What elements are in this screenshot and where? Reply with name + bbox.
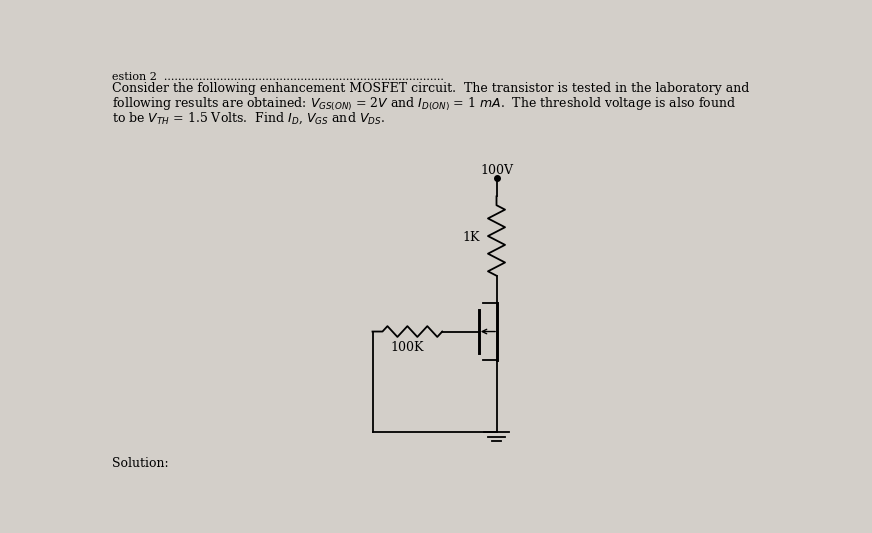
Text: Solution:: Solution: bbox=[112, 457, 168, 470]
Text: 1K: 1K bbox=[462, 231, 480, 244]
Text: to be $V_{TH}$ = 1.5 Volts.  Find $I_D$, $V_{GS}$ and $V_{DS}$.: to be $V_{TH}$ = 1.5 Volts. Find $I_D$, … bbox=[112, 110, 385, 126]
Text: estion 2  ......................................................................: estion 2 ...............................… bbox=[112, 71, 444, 82]
Text: Consider the following enhancement MOSFET circuit.  The transistor is tested in : Consider the following enhancement MOSFE… bbox=[112, 83, 749, 95]
Text: following results are obtained: $V_{GS(ON)}$ = 2$V$ and $I_{D(ON)}$ = 1 $mA$.  T: following results are obtained: $V_{GS(O… bbox=[112, 96, 736, 114]
Text: 100V: 100V bbox=[480, 164, 513, 177]
Text: 100K: 100K bbox=[391, 341, 424, 354]
